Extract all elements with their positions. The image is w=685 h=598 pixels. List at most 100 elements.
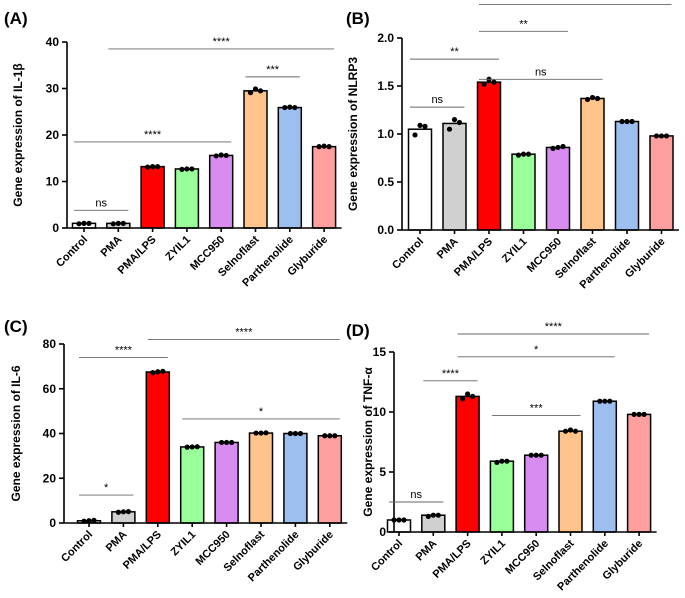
bar-glyburide bbox=[317, 434, 343, 524]
data-point bbox=[194, 444, 200, 450]
y-tick-label: 0 bbox=[379, 525, 386, 539]
panel-label: (A) bbox=[4, 9, 28, 28]
significance-label: ** bbox=[450, 46, 459, 58]
data-point bbox=[525, 151, 532, 157]
data-point bbox=[504, 458, 510, 464]
data-point bbox=[465, 391, 471, 397]
data-point bbox=[229, 439, 235, 446]
significance-label: * bbox=[534, 344, 539, 356]
data-point bbox=[470, 393, 476, 399]
data-point bbox=[287, 104, 293, 110]
data-point bbox=[594, 95, 601, 102]
data-point bbox=[86, 518, 92, 524]
significance-label: **** bbox=[213, 36, 231, 48]
data-point bbox=[292, 104, 298, 111]
bar-glyburide bbox=[649, 135, 674, 231]
data-point bbox=[584, 96, 591, 103]
bar-parthenolide bbox=[283, 432, 308, 524]
bar-glyburide bbox=[311, 145, 337, 229]
data-point bbox=[224, 439, 230, 446]
data-point bbox=[607, 398, 613, 404]
significance-label: **** bbox=[442, 368, 460, 380]
bar-parthenolide bbox=[614, 120, 640, 231]
x-tick-label: ZYIL1 bbox=[169, 529, 199, 559]
bar-parthenolide bbox=[277, 106, 303, 229]
bar-mcc950 bbox=[545, 146, 571, 231]
bar-parthenolide bbox=[592, 400, 618, 533]
y-tick-label: 0 bbox=[49, 516, 56, 530]
bar-mcc950 bbox=[208, 154, 234, 229]
chart-panel-4: (D) Gene expression of TNF-α 0 5 10 15 Control… bbox=[346, 321, 657, 593]
x-tick-label: PMA bbox=[414, 538, 440, 564]
bar-pma-lps bbox=[140, 165, 165, 229]
bar-glyburide bbox=[626, 413, 652, 533]
data-point bbox=[184, 166, 190, 172]
y-tick-label: 1.0 bbox=[377, 127, 394, 141]
significance-label: * bbox=[259, 406, 264, 418]
data-point bbox=[528, 452, 534, 458]
data-point bbox=[86, 220, 92, 226]
bar-zyil1 bbox=[489, 460, 515, 533]
bar-zyil1 bbox=[179, 446, 205, 524]
x-tick-label: Control bbox=[369, 538, 405, 574]
significance-label: * bbox=[104, 482, 109, 494]
data-point bbox=[91, 517, 97, 523]
data-point bbox=[322, 433, 328, 439]
y-tick-label: 0.0 bbox=[377, 223, 394, 237]
bar-control bbox=[407, 128, 433, 231]
data-point bbox=[425, 513, 431, 520]
data-point bbox=[550, 145, 556, 151]
data-point bbox=[401, 517, 407, 523]
y-axis-label: Gene expression of NLRP3 bbox=[346, 57, 360, 211]
y-tick-label: 10 bbox=[46, 175, 60, 189]
significance-label: ns bbox=[535, 66, 547, 78]
data-point bbox=[641, 411, 647, 417]
data-point bbox=[326, 144, 332, 150]
y-tick-label: 60 bbox=[43, 382, 57, 396]
data-point bbox=[499, 458, 505, 464]
data-point bbox=[115, 220, 121, 226]
data-point bbox=[160, 368, 166, 374]
data-point bbox=[589, 94, 596, 101]
data-point bbox=[629, 118, 635, 125]
data-point bbox=[218, 152, 224, 158]
data-point bbox=[258, 430, 264, 436]
bar-pma bbox=[442, 122, 467, 231]
data-point bbox=[179, 166, 185, 173]
data-point bbox=[120, 509, 126, 515]
data-point bbox=[430, 512, 436, 518]
data-point bbox=[446, 126, 453, 132]
data-point bbox=[150, 164, 156, 170]
data-point bbox=[417, 122, 423, 128]
data-point bbox=[223, 152, 229, 159]
y-axis-label: Gene expression of IL-1β bbox=[11, 63, 25, 206]
data-point bbox=[184, 444, 190, 450]
data-point bbox=[533, 452, 539, 458]
y-tick-label: 15 bbox=[373, 345, 387, 359]
data-point bbox=[631, 411, 637, 417]
y-tick-label: 0.5 bbox=[377, 175, 394, 189]
x-tick-label: PMA bbox=[99, 234, 125, 260]
data-point bbox=[145, 164, 151, 170]
significance-label: **** bbox=[235, 327, 253, 339]
significance-label: **** bbox=[115, 344, 133, 356]
panel-label: (B) bbox=[346, 9, 370, 28]
bar-pma-lps bbox=[476, 81, 502, 231]
significance-label: *** bbox=[530, 403, 544, 415]
chart-panel-3: (C) Gene expression of IL-6 0 20 40 60 80 Contr… bbox=[4, 317, 348, 584]
significance-label: ns bbox=[431, 94, 443, 106]
significance-label: * bbox=[573, 0, 578, 3]
data-point bbox=[327, 433, 333, 439]
data-point bbox=[567, 427, 574, 433]
data-point bbox=[287, 430, 293, 437]
data-point bbox=[515, 152, 522, 158]
significance-label: *** bbox=[266, 64, 280, 76]
y-tick-label: 1.5 bbox=[377, 79, 394, 93]
data-point bbox=[653, 133, 660, 139]
y-tick-label: 5 bbox=[379, 465, 386, 479]
y-tick-label: 80 bbox=[43, 337, 57, 351]
bar-zyil1 bbox=[174, 168, 200, 229]
panel-label: (D) bbox=[346, 321, 370, 340]
y-tick-label: 0 bbox=[52, 221, 59, 235]
